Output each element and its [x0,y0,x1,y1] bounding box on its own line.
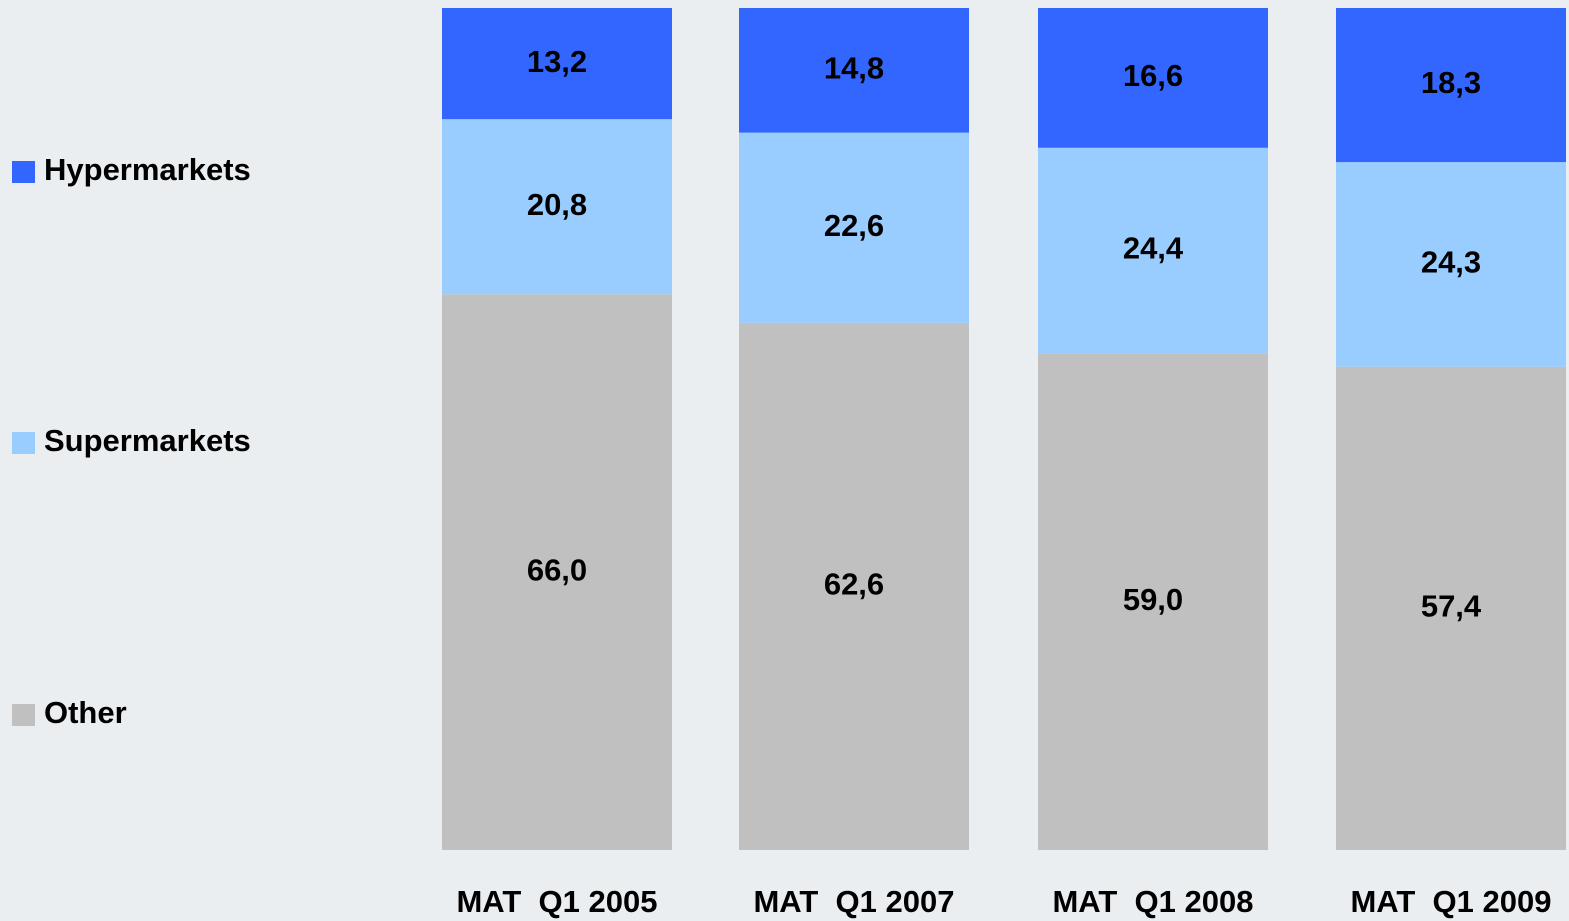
value-label: 57,4 [1421,589,1482,624]
bar-segment [442,8,672,120]
value-label: 18,3 [1421,65,1481,100]
legend-swatch [12,161,35,183]
bar-segment [739,322,969,851]
bar-segment [442,119,672,295]
legend-label: Hypermarkets [44,152,251,187]
value-label: 62,6 [824,567,884,602]
x-tick-label: MAT Q1 2005 [456,884,657,919]
bar-segment [1336,366,1566,850]
legend-label: Other [44,695,127,730]
value-label: 66,0 [527,552,587,587]
bar-segment [1038,8,1268,148]
bar-segment [442,294,672,850]
value-label: 16,6 [1123,58,1183,93]
value-label: 59,0 [1123,582,1183,617]
bar-segment [739,8,969,133]
value-label: 24,3 [1421,245,1481,280]
bar-segment [1336,8,1566,163]
legend-label: Supermarkets [44,423,251,458]
value-label: 14,8 [824,50,884,85]
x-tick-label: MAT Q1 2008 [1052,884,1253,919]
value-label: 13,2 [527,44,587,79]
x-tick-label: MAT Q1 2009 [1350,884,1551,919]
legend-swatch [12,704,35,726]
legend-swatch [12,432,35,454]
x-tick-label: MAT Q1 2007 [753,884,954,919]
value-label: 24,4 [1123,231,1184,266]
bar-segment [1038,147,1268,354]
bar-segment [1336,162,1566,367]
bar-segment [739,132,969,323]
bar-segment [1038,353,1268,850]
value-label: 22,6 [824,208,884,243]
value-label: 20,8 [527,187,587,222]
